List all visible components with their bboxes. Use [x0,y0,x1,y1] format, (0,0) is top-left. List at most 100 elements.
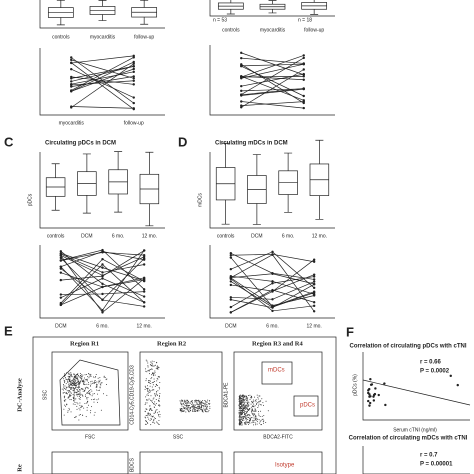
event [146,394,148,396]
event [243,398,245,400]
n-label: n = 18 [298,17,312,23]
event [79,409,81,411]
event [243,404,245,406]
event [254,413,256,415]
event [153,374,155,376]
event [188,411,190,413]
event [262,404,264,406]
event [73,378,75,380]
event [64,373,66,375]
point [312,275,316,278]
event [246,422,248,424]
event [87,386,89,388]
event [76,383,78,385]
point [312,280,316,283]
event [198,407,200,409]
event [249,420,251,422]
event [92,382,94,384]
event [241,418,243,420]
event [150,399,152,401]
event [185,408,187,410]
event [202,405,204,407]
gate-label: pDCs [300,403,315,409]
event [74,404,76,406]
event [86,378,88,380]
event [159,414,161,416]
event [238,409,240,411]
event [70,411,72,413]
event [156,394,158,396]
axis-label: FSC [85,434,95,440]
point [368,395,371,398]
event [198,405,200,407]
event [254,400,256,402]
region-label: Region R1 [70,340,99,347]
event [75,375,77,377]
event [146,402,148,404]
event [244,399,246,401]
axis-label: CD14-Cy5,CD19-Cy5,CD3 [129,365,135,425]
subject-line [71,62,134,110]
event [87,392,89,394]
event [206,401,208,403]
axis-label: Serum cTNI (ng/ml) [393,427,437,433]
event [149,391,151,393]
event [75,398,77,400]
event [154,410,156,412]
event [65,388,67,390]
event [196,400,198,402]
event [97,389,99,391]
event [76,405,78,407]
dot-plot [51,451,129,474]
event [208,403,210,405]
event [77,377,79,379]
event [97,377,99,379]
event [88,382,90,384]
event [68,407,70,409]
whisker [56,0,65,26]
event [152,381,154,383]
subject-line [241,65,304,97]
event [197,410,199,412]
event [156,392,158,394]
point [372,399,376,402]
event [80,406,82,408]
x-label: 12 mo. [307,323,322,329]
point [59,271,63,274]
event [95,386,97,388]
event [154,386,156,388]
point [302,78,305,81]
event [64,376,66,378]
event [238,398,240,400]
event [75,376,77,378]
event [149,385,151,387]
event [154,371,156,373]
event [70,383,72,385]
event [152,375,154,377]
event [249,417,251,419]
event [180,401,182,403]
event [144,402,146,404]
event [240,410,242,412]
event [239,402,241,404]
point [142,305,146,308]
event [93,398,95,400]
event [79,399,81,401]
event [183,399,185,401]
event [240,406,242,408]
event [70,375,72,377]
event [63,379,65,381]
event [242,395,244,397]
event [67,375,69,377]
event [240,421,242,423]
event [68,396,70,398]
event [67,386,69,388]
point [59,265,63,268]
event [73,394,75,396]
event [145,380,147,382]
event [149,405,151,407]
point [240,56,243,60]
event [83,379,85,381]
event [145,408,147,410]
event [205,400,207,402]
